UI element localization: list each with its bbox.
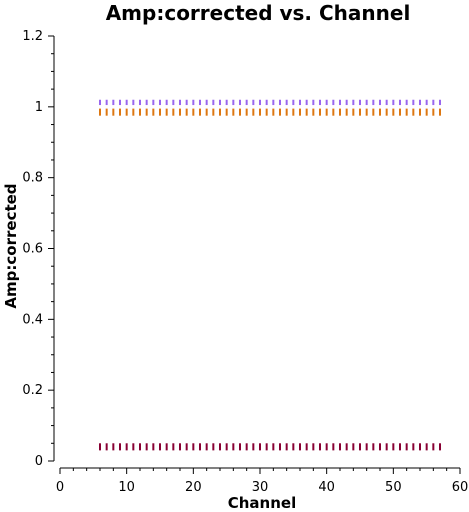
y-tick-label: 0 [35,454,43,469]
x-tick-label: 40 [318,480,335,495]
x-tick-label: 30 [252,480,269,495]
y-tick-label: 1 [35,100,43,115]
x-tick-label: 0 [56,480,64,495]
x-axis: 0 10 20 30 40 50 60 [56,467,469,495]
y-axis-label: Amp:corrected [2,183,20,308]
chart-title: Amp:corrected vs. Channel [106,1,411,25]
x-tick-label: 10 [118,480,135,495]
data-marks [99,99,441,451]
y-tick-label: 0.8 [22,171,43,186]
y-axis: 0 0.2 0.4 0.6 0.8 1 1.2 [22,29,55,469]
y-tick-label: 0.4 [22,312,43,327]
y-tick-label: 1.2 [22,29,43,44]
x-tick-label: 20 [185,480,202,495]
x-axis-label: Channel [228,494,296,512]
y-tick-label: 0.6 [22,242,43,257]
y-tick-label: 0.2 [22,383,43,398]
x-tick-label: 60 [452,480,469,495]
x-tick-label: 50 [385,480,402,495]
